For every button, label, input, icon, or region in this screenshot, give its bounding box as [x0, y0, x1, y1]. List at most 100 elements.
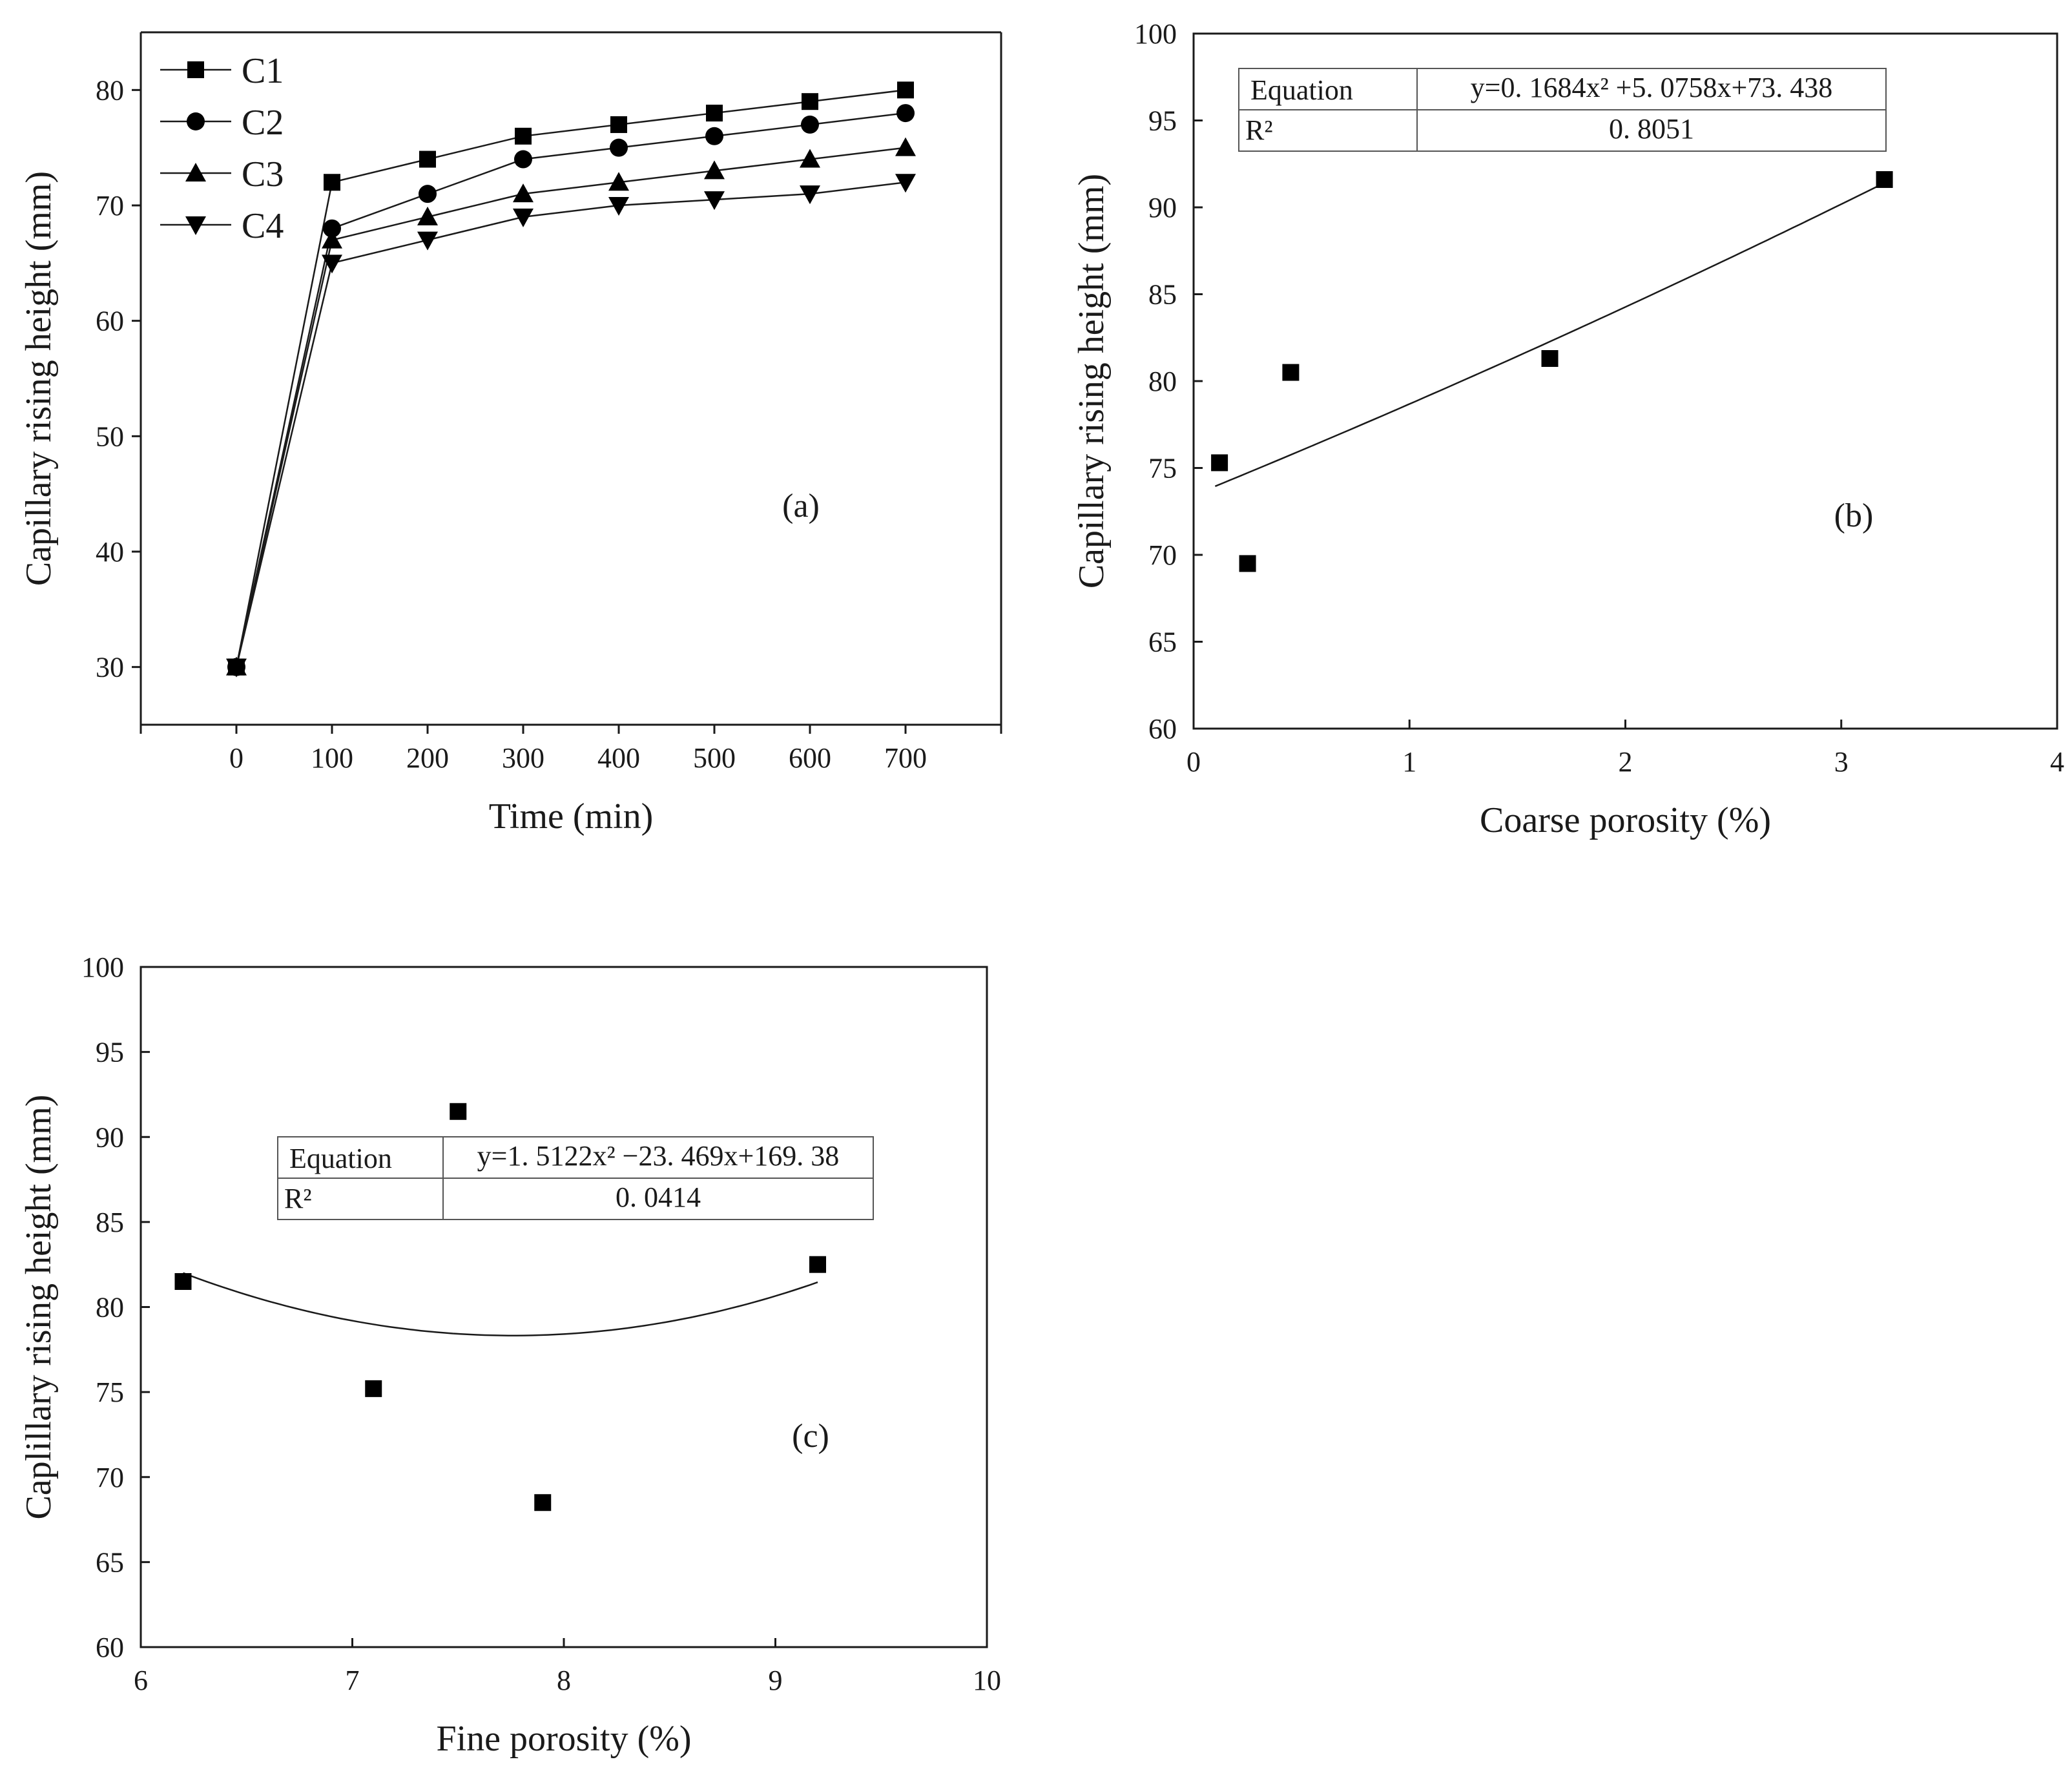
fit-curve — [183, 1272, 818, 1336]
series-line-c4 — [235, 182, 906, 667]
legend-label: C2 — [242, 103, 284, 143]
chart-panel-c: 6 7 8 9 10 60 65 70 75 80 85 90 95 100 Fine porosity (… — [19, 951, 1001, 1759]
equation-label: Equation — [289, 1143, 392, 1174]
y-tick-label: 80 — [1148, 366, 1177, 397]
x-tick-label: 7 — [346, 1665, 360, 1696]
x-tick-label: 200 — [406, 742, 449, 774]
legend-label: C4 — [242, 206, 284, 246]
y-tick-label: 70 — [1148, 539, 1177, 571]
x-tick-label: 10 — [973, 1665, 1001, 1696]
x-tick-label: 500 — [693, 742, 736, 774]
y-tick-label: 80 — [96, 74, 124, 106]
y-tick-label: 30 — [96, 652, 124, 683]
panel-label: (b) — [1834, 497, 1874, 534]
y-tick-label: 100 — [1134, 18, 1177, 50]
data-point-c3 — [608, 172, 629, 191]
data-point-c3 — [513, 183, 534, 203]
data-point-c2 — [610, 138, 628, 157]
r-squared-label: R² — [1245, 114, 1273, 146]
data-point — [1239, 555, 1256, 572]
x-tick-label: 4 — [2050, 746, 2064, 778]
y-tick-label: 65 — [96, 1546, 124, 1578]
y-tick-label: 65 — [1148, 627, 1177, 658]
equation-table: Equation y=0. 1684x² +5. 0758x+73. 438 R² 0… — [1238, 68, 1887, 152]
y-tick-label: 85 — [96, 1207, 124, 1238]
y-tick-label: 60 — [1148, 713, 1177, 745]
data-point-c3 — [322, 229, 342, 249]
data-point-c1 — [610, 116, 627, 133]
y-tick-label: 50 — [96, 420, 124, 452]
equation-table: Equation y=1. 5122x² −23. 469x+169. 38 R² 0… — [277, 1136, 874, 1220]
y-axis-title: Caplillary rising height (mm) — [19, 1095, 59, 1520]
panel-label: (a) — [782, 488, 820, 524]
data-point-c4 — [513, 208, 534, 227]
y-tick-label: 70 — [96, 190, 124, 222]
data-point — [1282, 364, 1300, 381]
data-point-c3 — [417, 206, 438, 225]
y-tick-label: 90 — [96, 1121, 124, 1153]
legend-marker — [185, 216, 206, 235]
data-point — [534, 1494, 552, 1511]
r-squared-value: 0. 0414 — [616, 1181, 701, 1213]
y-tick-label: 95 — [1148, 105, 1177, 137]
data-point — [174, 1273, 192, 1291]
legend-marker — [187, 112, 205, 130]
y-tick-label: 60 — [96, 1632, 124, 1663]
x-axis-title: Fine porosity (%) — [436, 1719, 691, 1759]
data-point — [809, 1256, 826, 1273]
fit-curve — [1214, 182, 1885, 487]
x-tick-label: 1 — [1402, 746, 1416, 778]
equation-label: Equation — [1250, 74, 1353, 106]
x-tick-label: 600 — [789, 742, 831, 774]
legend-label: C3 — [242, 154, 284, 194]
x-tick-label: 700 — [884, 742, 927, 774]
y-tick-label: 60 — [96, 306, 124, 337]
x-tick-label: 0 — [229, 742, 243, 774]
r-squared-label: R² — [284, 1183, 312, 1214]
y-tick-label: 80 — [96, 1292, 124, 1323]
data-point-c3 — [704, 160, 725, 180]
data-point-c3 — [800, 149, 820, 168]
data-point — [1876, 171, 1893, 188]
data-point-c4 — [608, 197, 629, 216]
plot-frame — [140, 966, 988, 1648]
series-line-c1 — [235, 89, 906, 667]
x-tick-label: 8 — [557, 1665, 571, 1696]
y-tick-label: 90 — [1148, 192, 1177, 223]
series-line-c2 — [235, 112, 906, 667]
y-tick-label: 75 — [1148, 453, 1177, 484]
y-axis-title: Capillary rising height (mm) — [1072, 174, 1112, 588]
data-point-c2 — [801, 115, 819, 134]
data-point — [1541, 350, 1559, 368]
data-point-c4 — [895, 174, 916, 193]
data-point-c3 — [895, 137, 916, 156]
x-tick-label: 100 — [311, 742, 353, 774]
data-point-c2 — [514, 150, 532, 169]
legend-marker — [187, 61, 204, 78]
data-point-c1 — [802, 93, 818, 110]
data-point-c2 — [705, 127, 723, 145]
y-tick-label: 85 — [1148, 279, 1177, 311]
x-axis-title: Coarse porosity (%) — [1480, 800, 1771, 840]
data-point — [450, 1103, 467, 1120]
equation-value: y=1. 5122x² −23. 469x+169. 38 — [477, 1140, 840, 1172]
x-tick-label: 0 — [1186, 746, 1201, 778]
x-tick-label: 9 — [769, 1665, 783, 1696]
x-tick-label: 6 — [134, 1665, 148, 1696]
data-point-c1 — [897, 81, 914, 99]
y-tick-label: 70 — [96, 1462, 124, 1493]
data-point-c4 — [226, 658, 247, 678]
panel-label: (c) — [792, 1418, 829, 1455]
data-point — [365, 1380, 382, 1397]
data-point-c1 — [419, 151, 436, 168]
legend-label: C1 — [242, 51, 284, 91]
y-tick-label: 100 — [81, 951, 124, 983]
y-tick-label: 40 — [96, 536, 124, 568]
data-point-c4 — [417, 231, 438, 251]
x-tick-label: 400 — [597, 742, 640, 774]
equation-value: y=0. 1684x² +5. 0758x+73. 438 — [1471, 72, 1833, 103]
chart-panel-b: 0 1 2 3 4 60 65 70 75 80 85 90 95 100 Coarse porosity … — [1072, 18, 2064, 840]
x-tick-label: 2 — [1619, 746, 1633, 778]
data-point-c1 — [515, 127, 532, 145]
